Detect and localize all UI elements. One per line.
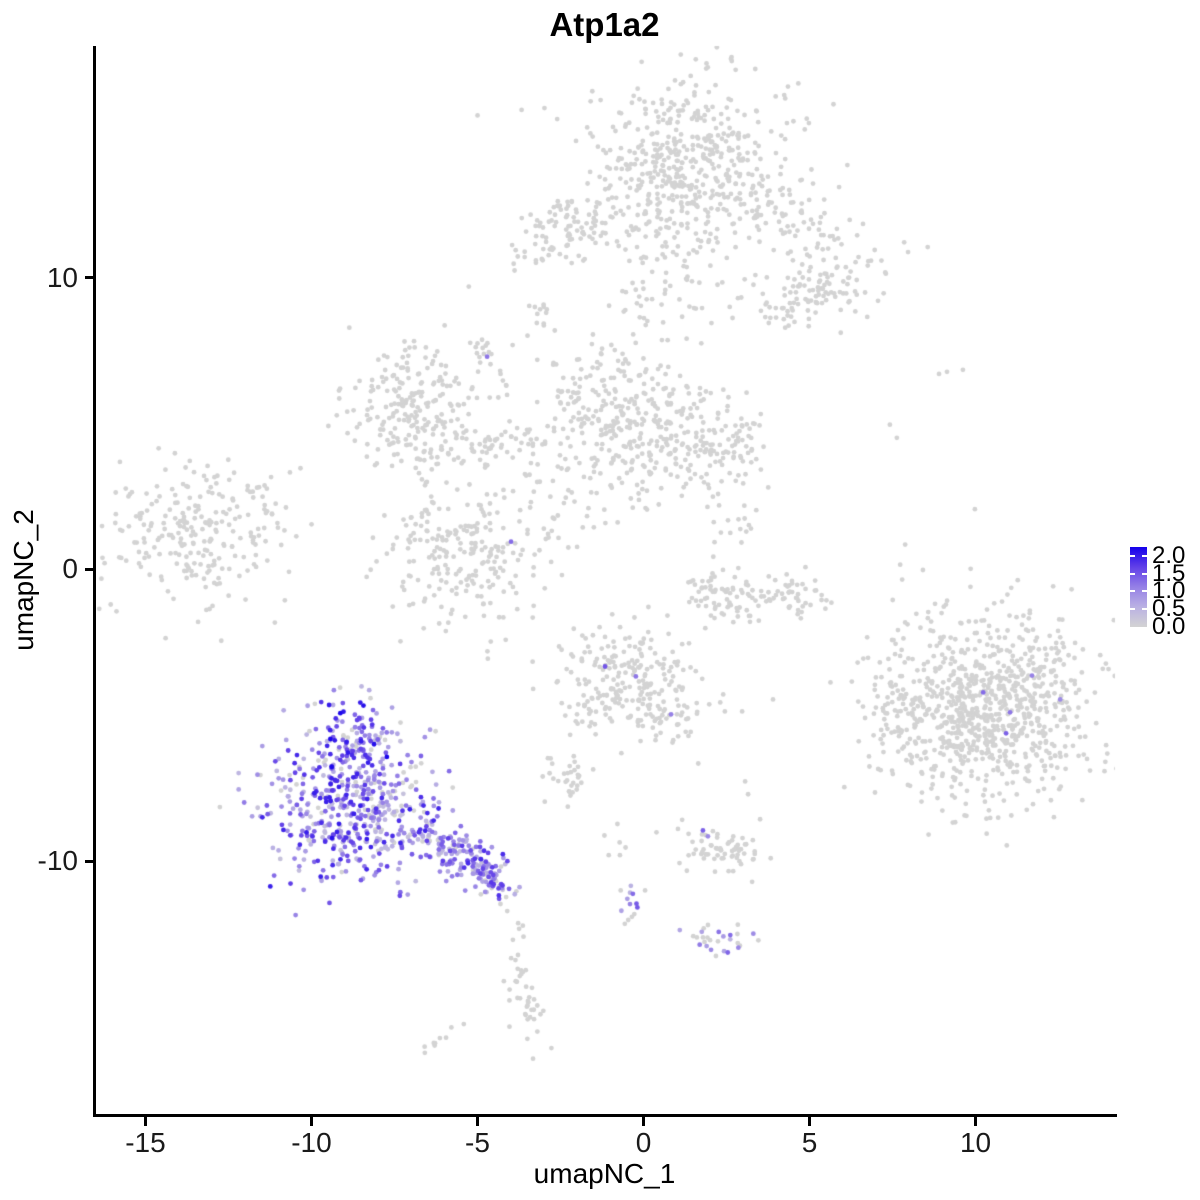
x-tick-label: -5: [465, 1127, 490, 1158]
legend-gradient-bar: [1130, 547, 1147, 627]
y-tick-label: 0: [62, 553, 78, 585]
x-tick-mark: [974, 1117, 978, 1126]
legend-tick-mark: [1142, 572, 1147, 575]
y-tick-mark: [85, 276, 94, 280]
y-tick-mark: [85, 859, 94, 863]
x-tick-label: -15: [125, 1127, 166, 1158]
y-tick-label: -10: [37, 845, 78, 877]
legend-tick-mark: [1142, 554, 1147, 557]
x-tick-label: 10: [959, 1127, 992, 1158]
x-tick-label: 5: [801, 1127, 818, 1158]
legend-tick-mark: [1130, 554, 1135, 557]
legend-tick-mark: [1142, 590, 1147, 593]
x-tick-label: -10: [291, 1127, 332, 1158]
legend-label: 1.5: [1152, 559, 1186, 587]
x-tick-mark: [143, 1117, 147, 1126]
x-tick-mark: [642, 1117, 645, 1126]
y-tick-mark: [85, 567, 94, 571]
legend-label: 2.0: [1152, 541, 1186, 569]
y-axis-title: umapNC_2: [8, 509, 39, 651]
legend-label: 0.0: [1152, 613, 1186, 640]
legend-label: 0.5: [1152, 595, 1186, 623]
legend-label: 1.0: [1152, 577, 1186, 605]
y-tick-label: 10: [46, 261, 78, 293]
x-tick-mark: [309, 1117, 313, 1126]
legend-tick-mark: [1142, 608, 1147, 611]
legend-tick-mark: [1130, 590, 1135, 593]
x-axis-line: [93, 1114, 1117, 1117]
legend-tick-mark: [1130, 608, 1135, 611]
x-tick-mark: [475, 1117, 479, 1126]
x-tick-mark: [808, 1117, 812, 1126]
y-axis-line: [93, 46, 96, 1114]
x-axis-title: umapNC_1: [533, 1158, 676, 1189]
legend-tick-mark: [1130, 572, 1135, 575]
x-tick-label: 0: [635, 1127, 652, 1158]
